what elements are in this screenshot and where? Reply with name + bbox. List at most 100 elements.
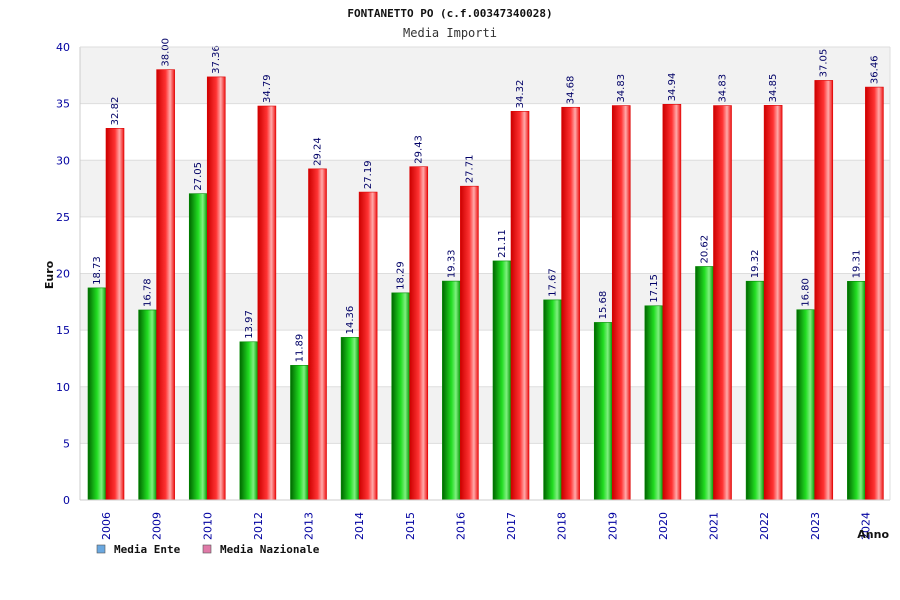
bar-media-ente: [391, 292, 411, 501]
data-label-media-nazionale: 34.68: [566, 76, 577, 105]
bar-media-nazionale: [105, 128, 125, 501]
data-label-media-nazionale: 34.85: [768, 74, 779, 103]
x-tick-label: 2013: [303, 512, 316, 540]
bar-media-nazionale: [156, 69, 175, 501]
data-label-media-nazionale: 34.79: [262, 74, 273, 103]
data-label-media-ente: 17.67: [548, 268, 559, 297]
data-label-media-ente: 27.05: [193, 162, 204, 191]
data-label-media-ente: 15.68: [598, 291, 609, 320]
data-label-media-ente: 21.11: [497, 229, 508, 258]
data-label-media-ente: 13.97: [244, 310, 255, 339]
data-label-media-nazionale: 27.19: [363, 160, 374, 189]
data-labels: 18.73 32.82 16.78 38.00 27.05 37.36 13.97 34.79…: [92, 38, 880, 362]
legend-swatch: [96, 544, 106, 554]
x-tick-labels: 2006 2009 2010 2012 2013 2014 2015 2016 2017 2018…: [100, 512, 872, 540]
data-label-media-nazionale: 37.05: [819, 49, 830, 78]
data-label-media-ente: 18.73: [92, 256, 103, 285]
data-label-media-nazionale: 38.00: [161, 38, 172, 67]
bar-media-nazionale: [814, 80, 834, 501]
x-tick-label: 2019: [606, 512, 619, 540]
y-tick-label: 0: [63, 494, 70, 507]
data-label-media-ente: 16.78: [143, 278, 154, 307]
data-label-media-ente: 14.36: [345, 306, 356, 335]
legend-label: Media Nazionale: [220, 543, 320, 556]
y-tick-label: 20: [56, 268, 70, 281]
data-label-media-nazionale: 37.36: [211, 45, 222, 74]
x-tick-label: 2009: [151, 512, 164, 540]
data-label-media-ente: 16.80: [801, 278, 812, 307]
x-tick-label: 2012: [252, 512, 265, 540]
legend: Media Ente Media Nazionale: [96, 543, 320, 556]
bar-media-nazionale: [409, 166, 429, 501]
bar-media-ente: [239, 341, 259, 501]
chart-title: FONTANETTO PO (c.f.00347340028): [347, 7, 552, 20]
y-tick-label: 40: [56, 41, 70, 54]
y-axis-label: Euro: [43, 260, 56, 289]
x-tick-label: 2018: [556, 512, 569, 540]
x-tick-label: 2023: [809, 512, 822, 540]
bar-media-ente: [340, 337, 360, 501]
bar-media-ente: [796, 309, 816, 501]
bar-media-nazionale: [257, 105, 277, 501]
data-label-media-ente: 20.62: [700, 235, 711, 264]
y-tick-labels: 0 5 10 15 20 25 30 35 40: [56, 41, 70, 507]
bar-media-nazionale: [308, 168, 327, 501]
y-tick-label: 30: [56, 154, 70, 167]
data-label-media-ente: 19.32: [750, 250, 761, 279]
legend-label: Media Ente: [114, 543, 181, 556]
bar-media-nazionale: [561, 106, 580, 501]
data-label-media-ente: 19.31: [851, 250, 862, 279]
bar-media-ente: [442, 280, 461, 501]
x-tick-label: 2024: [859, 512, 872, 540]
y-tick-label: 15: [56, 324, 70, 337]
legend-swatch: [202, 544, 212, 554]
data-label-media-nazionale: 34.83: [718, 74, 729, 103]
data-label-media-nazionale: 34.94: [667, 73, 678, 102]
bar-media-nazionale: [865, 86, 884, 501]
data-label-media-ente: 11.89: [295, 334, 306, 363]
bar-media-ente: [290, 365, 309, 501]
data-label-media-nazionale: 29.43: [414, 135, 425, 164]
data-label-media-nazionale: 34.32: [515, 80, 526, 109]
y-tick-label: 35: [56, 98, 70, 111]
bar-media-nazionale: [510, 111, 530, 501]
bar-media-ente: [188, 193, 208, 501]
bar-media-ente: [543, 299, 562, 501]
bars: [87, 69, 884, 501]
bar-media-nazionale: [713, 105, 732, 501]
data-label-media-ente: 19.33: [446, 249, 457, 278]
axes: [79, 46, 891, 501]
bar-media-nazionale: [611, 105, 631, 501]
x-tick-label: 2016: [454, 512, 467, 540]
bar-media-nazionale: [460, 185, 479, 501]
bar-media-nazionale: [662, 104, 682, 501]
bar-media-ente: [593, 322, 613, 501]
x-tick-label: 2010: [201, 512, 214, 540]
data-label-media-nazionale: 27.71: [464, 155, 475, 184]
x-tick-label: 2015: [404, 512, 417, 540]
data-label-media-nazionale: 29.24: [313, 137, 324, 166]
data-label-media-nazionale: 32.82: [110, 97, 121, 126]
chart-subtitle: Media Importi: [403, 26, 497, 40]
x-tick-label: 2017: [505, 512, 518, 540]
bar-media-ente: [492, 260, 512, 501]
data-label-media-ente: 18.29: [396, 261, 407, 290]
bar-media-nazionale: [763, 105, 783, 501]
bar-media-nazionale: [358, 191, 378, 501]
data-label-media-nazionale: 34.83: [616, 74, 627, 103]
data-label-media-ente: 17.15: [649, 274, 660, 303]
bar-media-ente: [87, 287, 107, 501]
y-tick-label: 25: [56, 211, 70, 224]
bar-media-ente: [644, 305, 664, 501]
bar-media-ente: [695, 266, 714, 501]
x-tick-label: 2014: [353, 512, 366, 540]
y-tick-label: 10: [56, 381, 70, 394]
x-tick-label: 2022: [758, 512, 771, 540]
x-tick-label: 2020: [657, 512, 670, 540]
x-axis-label: Anno: [857, 528, 889, 541]
y-tick-label: 5: [63, 437, 70, 450]
data-label-media-nazionale: 36.46: [869, 55, 880, 84]
bar-media-ente: [847, 281, 866, 501]
